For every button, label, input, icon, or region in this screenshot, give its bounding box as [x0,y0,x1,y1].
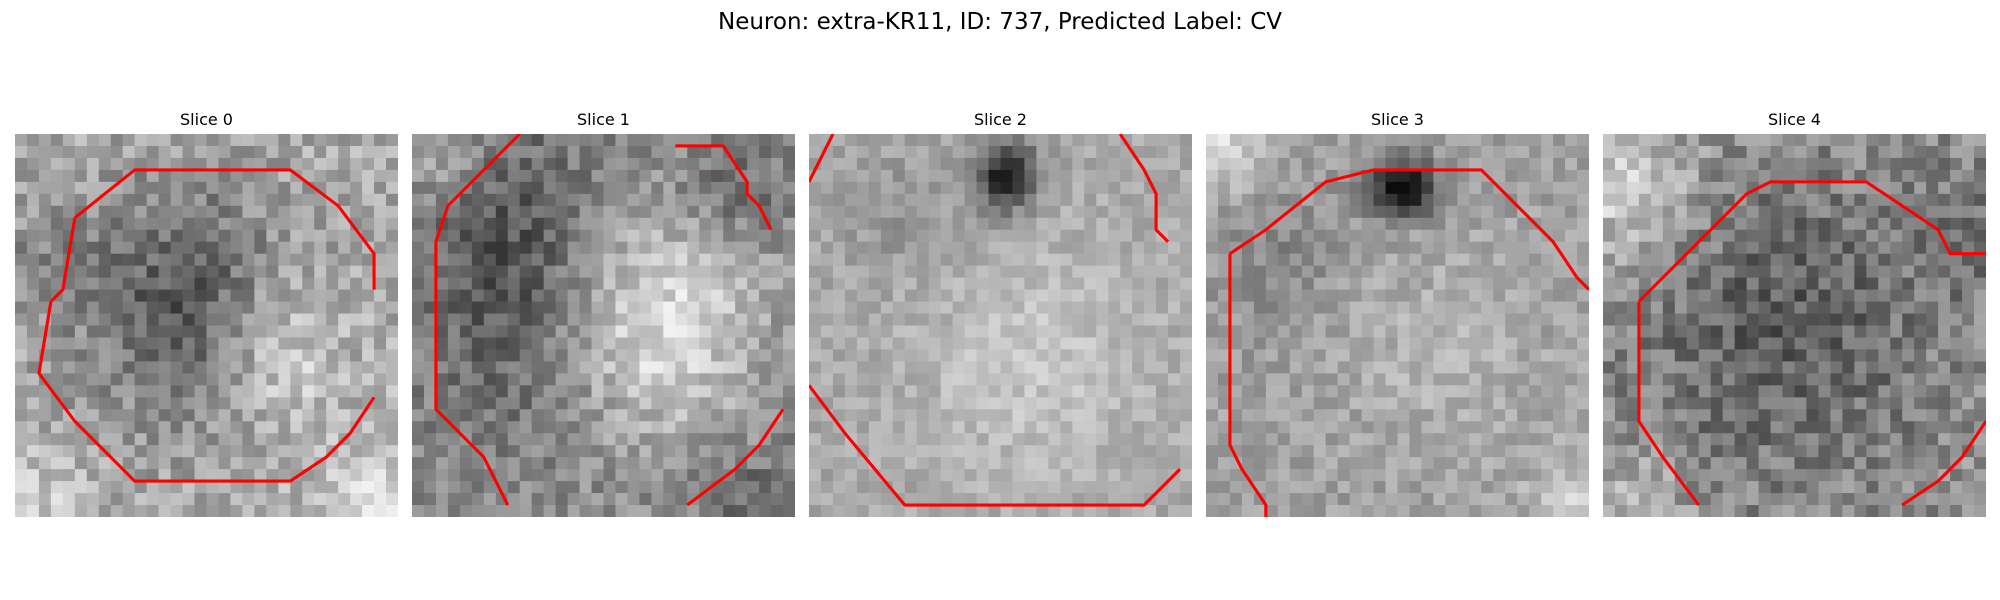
contour-line-1 [1118,134,1170,243]
contour-line-1 [37,301,376,483]
slice-title-3: Slice 3 [1371,110,1424,129]
slice-image-3 [1206,134,1589,517]
contour-line-2 [686,408,785,507]
slice-title-4: Slice 4 [1768,110,1821,129]
slice-image-1 [412,134,795,517]
contour-line-2 [1901,420,1986,507]
grayscale-tiles [412,134,795,517]
figure-title: Neuron: extra-KR11, ID: 737, Predicted L… [717,9,1283,35]
contour-line-2 [49,217,77,303]
slice-image-2 [809,134,1192,517]
contour-line-2 [809,384,1182,507]
grayscale-tiles [1603,134,1986,517]
contour-line-1 [675,144,773,231]
slice-image-4 [1603,134,1986,517]
slice-title-1: Slice 1 [577,110,630,129]
grayscale-tiles [15,134,398,517]
slice-image-0 [15,134,398,517]
slice-title-2: Slice 2 [974,110,1027,129]
contour-line-0 [1637,180,1986,303]
contour-line-0 [1229,168,1589,291]
contour-line-1 [1228,253,1268,517]
contour-line-1 [1637,301,1700,506]
contour-line-0 [809,134,835,183]
grayscale-tiles [1206,134,1589,517]
contour-line-0 [434,134,521,506]
grayscale-tiles [809,134,1192,517]
slice-title-0: Slice 0 [180,110,233,129]
contour-line-0 [73,168,376,290]
